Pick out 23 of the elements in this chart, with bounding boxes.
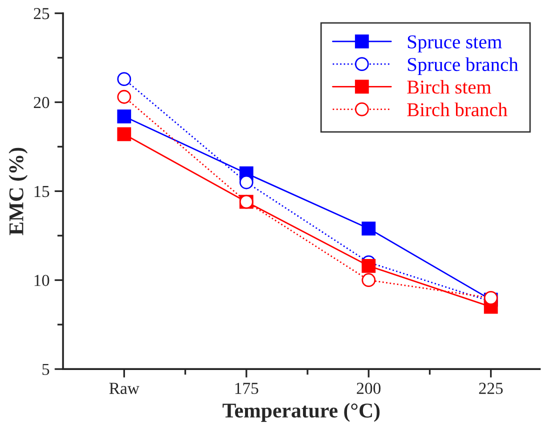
- y-tick-label: 5: [42, 364, 50, 376]
- y-axis-title: EMC (%): [8, 148, 28, 236]
- legend-label: Spruce branch: [408, 57, 518, 76]
- x-tick-label: Raw: [109, 382, 140, 394]
- point: [117, 110, 132, 124]
- point: [362, 222, 376, 236]
- point: [117, 72, 132, 86]
- y-tick-label: 15: [34, 186, 50, 198]
- x-tick-label: 200: [356, 382, 380, 394]
- point: [362, 258, 376, 273]
- legend-label: Birch branch: [407, 102, 508, 116]
- point: [117, 90, 132, 104]
- y-tick-label: 20: [34, 96, 50, 108]
- legend-label: Spruce stem: [408, 35, 502, 52]
- x-tick-label: 175: [235, 382, 258, 394]
- x-axis-title: Temperature (°C): [222, 402, 380, 422]
- y-tick-label: 10: [34, 274, 50, 286]
- x-tick-label: 225: [479, 382, 503, 394]
- point: [362, 273, 376, 288]
- legend-label: Birch stem: [407, 80, 492, 94]
- point: [117, 127, 132, 142]
- point: [239, 175, 254, 190]
- y-tick-label: 25: [34, 8, 50, 20]
